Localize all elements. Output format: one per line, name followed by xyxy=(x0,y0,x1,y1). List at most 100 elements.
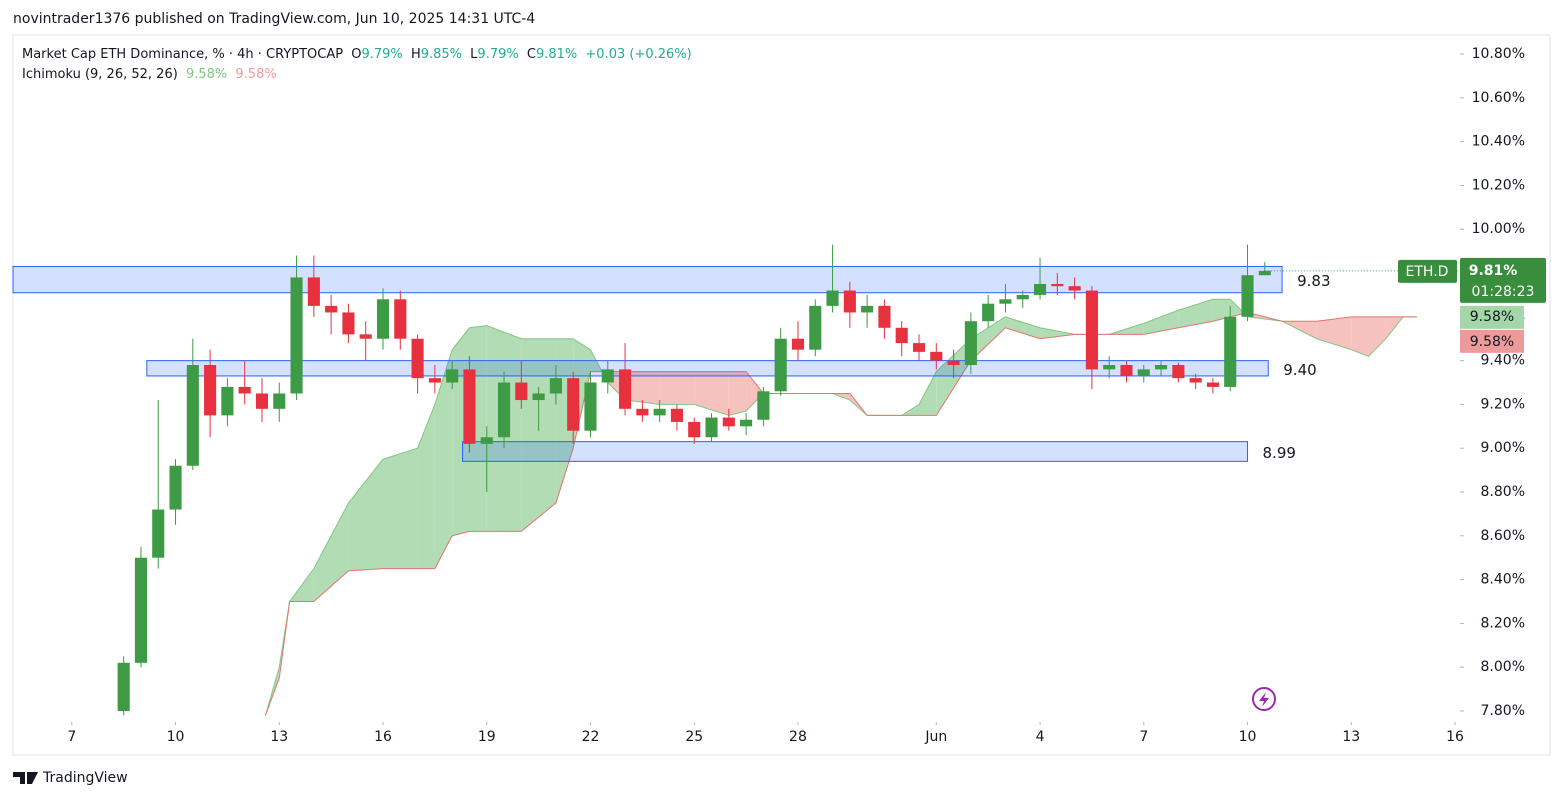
x-tick-label: 13 xyxy=(270,729,288,745)
candle-body xyxy=(428,378,441,383)
candle-body xyxy=(515,382,528,401)
candle-body xyxy=(394,299,407,339)
candle-body xyxy=(912,343,926,352)
candle-body xyxy=(1068,286,1081,291)
byline: novintrader1376 published on TradingView… xyxy=(13,11,535,27)
ohlc-value: 9.79% xyxy=(477,47,518,62)
y-tick-label: 10.60% xyxy=(1472,90,1525,106)
brand-logo: TradingView xyxy=(13,770,128,786)
candle-body xyxy=(186,365,199,466)
y-tick-label: 9.40% xyxy=(1481,353,1525,369)
cloud-segment xyxy=(313,502,349,602)
y-tick-label: 7.80% xyxy=(1481,703,1525,719)
candle-body xyxy=(1016,294,1029,300)
candle-body xyxy=(878,305,891,328)
x-tick-label: 25 xyxy=(685,729,703,745)
candle-body xyxy=(1085,290,1098,370)
cloud-segment xyxy=(1368,316,1386,357)
change: +0.03 (+0.26%) xyxy=(585,47,691,62)
candle-body xyxy=(532,393,545,401)
candle-body xyxy=(549,378,562,394)
cloud-segment xyxy=(383,448,418,569)
candle-body xyxy=(1241,275,1254,317)
zone xyxy=(462,441,1249,462)
alert-icon[interactable] xyxy=(1252,687,1276,711)
frame xyxy=(12,34,1551,756)
cloud-segment xyxy=(1040,327,1075,339)
candle-body xyxy=(117,662,130,711)
cloud-segment xyxy=(1212,299,1231,322)
candle-body xyxy=(1137,369,1150,376)
y-tick-label: 10.20% xyxy=(1472,177,1525,193)
y-tick-label: 8.80% xyxy=(1481,484,1525,500)
candle-body xyxy=(1189,378,1202,383)
ohlc-key: H xyxy=(411,47,421,62)
cloud-segment xyxy=(521,338,556,532)
overlay: 7.80% 8.00% 8.20% 8.40% 8.60% 8.80% 9.00% 9.20%… xyxy=(67,46,1546,745)
indicator-line: Ichimoku (9, 26, 52, 26) 9.58% 9.58% xyxy=(22,67,277,82)
candle-body xyxy=(134,557,147,663)
candle-body xyxy=(601,369,614,383)
indicator-value: 9.58% xyxy=(186,67,227,82)
x-tick-label: 10 xyxy=(167,729,185,745)
candle-body xyxy=(964,321,977,366)
cloud-segment xyxy=(1005,316,1041,339)
candle-body xyxy=(670,408,683,422)
candle-body xyxy=(411,338,424,379)
symbol-title: Market Cap ETH Dominance, % · 4h · CRYPT… xyxy=(22,47,343,62)
y-tick-label: 8.60% xyxy=(1481,528,1525,544)
cloud-segment xyxy=(1143,310,1179,335)
x-tick-label: 10 xyxy=(1239,729,1257,745)
candle-body xyxy=(619,369,632,409)
candle-body xyxy=(1224,316,1237,387)
candle-body xyxy=(273,393,286,409)
candle-body xyxy=(982,303,995,322)
cloud-segment xyxy=(434,349,453,569)
zone xyxy=(146,360,1269,377)
candle-body xyxy=(584,382,597,431)
candle-body xyxy=(480,437,493,444)
cloud-segment xyxy=(625,371,660,405)
ohlc-value: 9.79% xyxy=(361,47,402,62)
ohlc-key: O xyxy=(351,47,361,62)
candle-body xyxy=(930,351,943,361)
candle-body xyxy=(1206,382,1219,387)
candle-body xyxy=(861,305,874,313)
x-tick-label: 22 xyxy=(582,729,600,745)
candle-body xyxy=(567,378,580,431)
span-a-tag-label: 9.58% xyxy=(1470,309,1514,325)
candle-body xyxy=(843,290,856,313)
candle-body xyxy=(705,417,718,438)
candle-body xyxy=(947,360,960,366)
candle-body xyxy=(359,334,372,339)
legend-line: Market Cap ETH Dominance, % · 4h · CRYPT… xyxy=(22,47,692,62)
candle-body xyxy=(255,393,269,409)
candle-body xyxy=(791,338,805,350)
candle-body xyxy=(238,386,251,394)
zone-label: 9.40 xyxy=(1283,361,1316,379)
candle-body xyxy=(809,305,822,350)
candle-body xyxy=(290,277,303,394)
indicator-value: 9.58% xyxy=(235,67,276,82)
candle-body xyxy=(1258,270,1271,276)
candle-body xyxy=(895,327,908,344)
span-b-tag-label: 9.58% xyxy=(1470,334,1514,350)
candle-body xyxy=(376,299,390,339)
brand-name: TradingView xyxy=(42,770,128,786)
x-tick-label: 16 xyxy=(1446,729,1464,745)
cloud-segment xyxy=(1316,316,1352,350)
candle-body xyxy=(325,305,338,313)
candle-body xyxy=(1033,283,1047,295)
ohlc-key: C xyxy=(527,47,536,62)
alert-circle[interactable] xyxy=(1252,687,1276,711)
price-tag xyxy=(1460,257,1546,303)
x-tick-label: 7 xyxy=(67,729,76,745)
symbol-tag-label: ETH.D xyxy=(1406,264,1449,280)
cloud-segment xyxy=(919,371,937,416)
alert-bolt[interactable] xyxy=(1259,692,1269,707)
x-tick-label: Jun xyxy=(924,729,947,745)
y-tick-label: 10.00% xyxy=(1472,221,1525,237)
candle-body xyxy=(774,338,787,392)
